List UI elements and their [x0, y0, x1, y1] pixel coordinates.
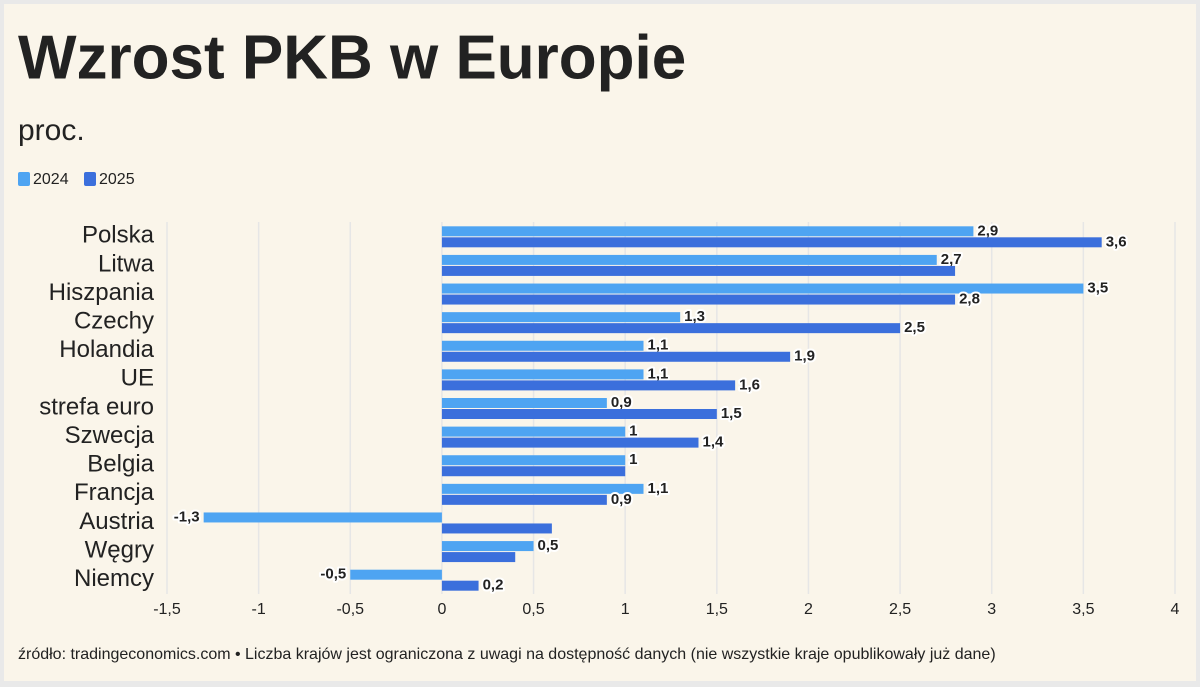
x-tick-label: -1 [252, 601, 266, 618]
value-label: 1,1 [648, 480, 669, 497]
value-label: 1,1 [648, 337, 669, 354]
value-label: 1,4 [702, 434, 724, 451]
bar [441, 254, 937, 265]
y-tick-label: Czechy [74, 307, 154, 334]
bar [441, 294, 956, 305]
source-note: źródło: tradingeconomics.com • Liczba kr… [18, 646, 996, 663]
bar [441, 541, 534, 552]
y-tick-label: Niemcy [74, 565, 154, 592]
bar [441, 237, 1102, 248]
bar [441, 437, 699, 448]
value-label: 2,7 [941, 251, 962, 268]
y-tick-label: Austria [79, 508, 154, 535]
x-tick-label: 1 [621, 601, 630, 618]
y-tick-label: Hiszpania [49, 279, 155, 306]
bar [441, 312, 681, 323]
legend-label: 2025 [99, 171, 135, 188]
y-tick-label: Holandia [59, 336, 154, 363]
x-tick-label: -1,5 [153, 601, 181, 618]
value-label: 2,5 [904, 319, 925, 336]
legend-swatch [18, 172, 30, 186]
legend-swatch [84, 172, 96, 186]
y-tick-label: Szwecja [65, 422, 155, 449]
bar [441, 426, 626, 437]
bar [441, 552, 516, 563]
bar [441, 323, 901, 334]
bar [441, 580, 479, 591]
bar [441, 494, 607, 505]
value-label: 1,3 [684, 308, 705, 325]
chart-title: Wzrost PKB w Europie [18, 23, 686, 92]
chart-subtitle: proc. [18, 114, 85, 147]
value-label: 1 [629, 451, 637, 468]
bar [441, 523, 552, 534]
x-tick-label: 4 [1171, 601, 1180, 618]
value-label: -0,5 [320, 566, 346, 583]
value-label: 1,9 [794, 348, 815, 365]
x-tick-label: 0,5 [522, 601, 544, 618]
y-tick-label: Francja [74, 479, 155, 506]
y-tick-label: Litwa [98, 250, 155, 277]
value-label: 1,1 [648, 365, 669, 382]
x-tick-label: 3 [987, 601, 996, 618]
y-tick-label: Węgry [85, 536, 154, 563]
y-tick-label: Belgia [87, 451, 154, 478]
value-label: 3,5 [1087, 280, 1108, 297]
bar [441, 283, 1084, 294]
bar [441, 483, 644, 494]
x-tick-label: 0 [437, 601, 446, 618]
value-label: 0,9 [611, 491, 632, 508]
bar [441, 369, 644, 380]
x-tick-label: -0,5 [336, 601, 364, 618]
bar [441, 455, 626, 466]
value-label: 2,9 [977, 222, 998, 239]
legend-label: 2024 [33, 171, 69, 188]
bar [441, 226, 974, 237]
y-tick-label: strefa euro [39, 393, 154, 420]
bar [441, 351, 791, 362]
bar [441, 265, 956, 276]
bar [441, 466, 626, 477]
value-label: 0,9 [611, 394, 632, 411]
bar [441, 380, 736, 391]
bar [441, 409, 717, 419]
x-tick-label: 3,5 [1072, 601, 1094, 618]
value-label: 2,8 [959, 291, 980, 308]
y-tick-label: Polska [82, 222, 155, 249]
value-label: -1,3 [174, 508, 200, 525]
x-tick-label: 2,5 [889, 601, 911, 618]
y-tick-label: UE [121, 365, 154, 392]
value-label: 1,5 [721, 405, 742, 422]
bar [350, 569, 442, 580]
value-label: 1,6 [739, 376, 760, 393]
value-label: 0,5 [538, 537, 559, 554]
value-label: 3,6 [1106, 233, 1127, 250]
bar [441, 398, 607, 408]
bar [441, 340, 644, 351]
value-label: 0,2 [483, 577, 504, 594]
x-tick-label: 1,5 [706, 601, 728, 618]
x-tick-label: 2 [804, 601, 813, 618]
bar [203, 512, 442, 523]
value-label: 1 [629, 423, 637, 440]
